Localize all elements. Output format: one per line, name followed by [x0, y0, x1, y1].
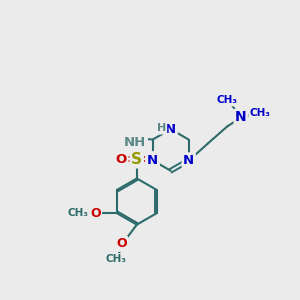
Text: N: N — [147, 154, 158, 167]
Text: CH₃: CH₃ — [68, 208, 89, 218]
Text: CH₃: CH₃ — [217, 95, 238, 105]
Text: N: N — [165, 123, 176, 136]
Text: O: O — [116, 237, 127, 250]
Text: CH₃: CH₃ — [250, 108, 271, 118]
Text: O: O — [90, 207, 101, 220]
Text: H: H — [157, 123, 166, 134]
Text: CH₃: CH₃ — [106, 254, 127, 264]
Text: S: S — [131, 152, 142, 167]
Text: O: O — [116, 153, 127, 166]
Text: N: N — [235, 110, 247, 124]
Text: N: N — [183, 154, 194, 167]
Text: NH: NH — [124, 136, 146, 149]
Text: O: O — [147, 153, 158, 166]
